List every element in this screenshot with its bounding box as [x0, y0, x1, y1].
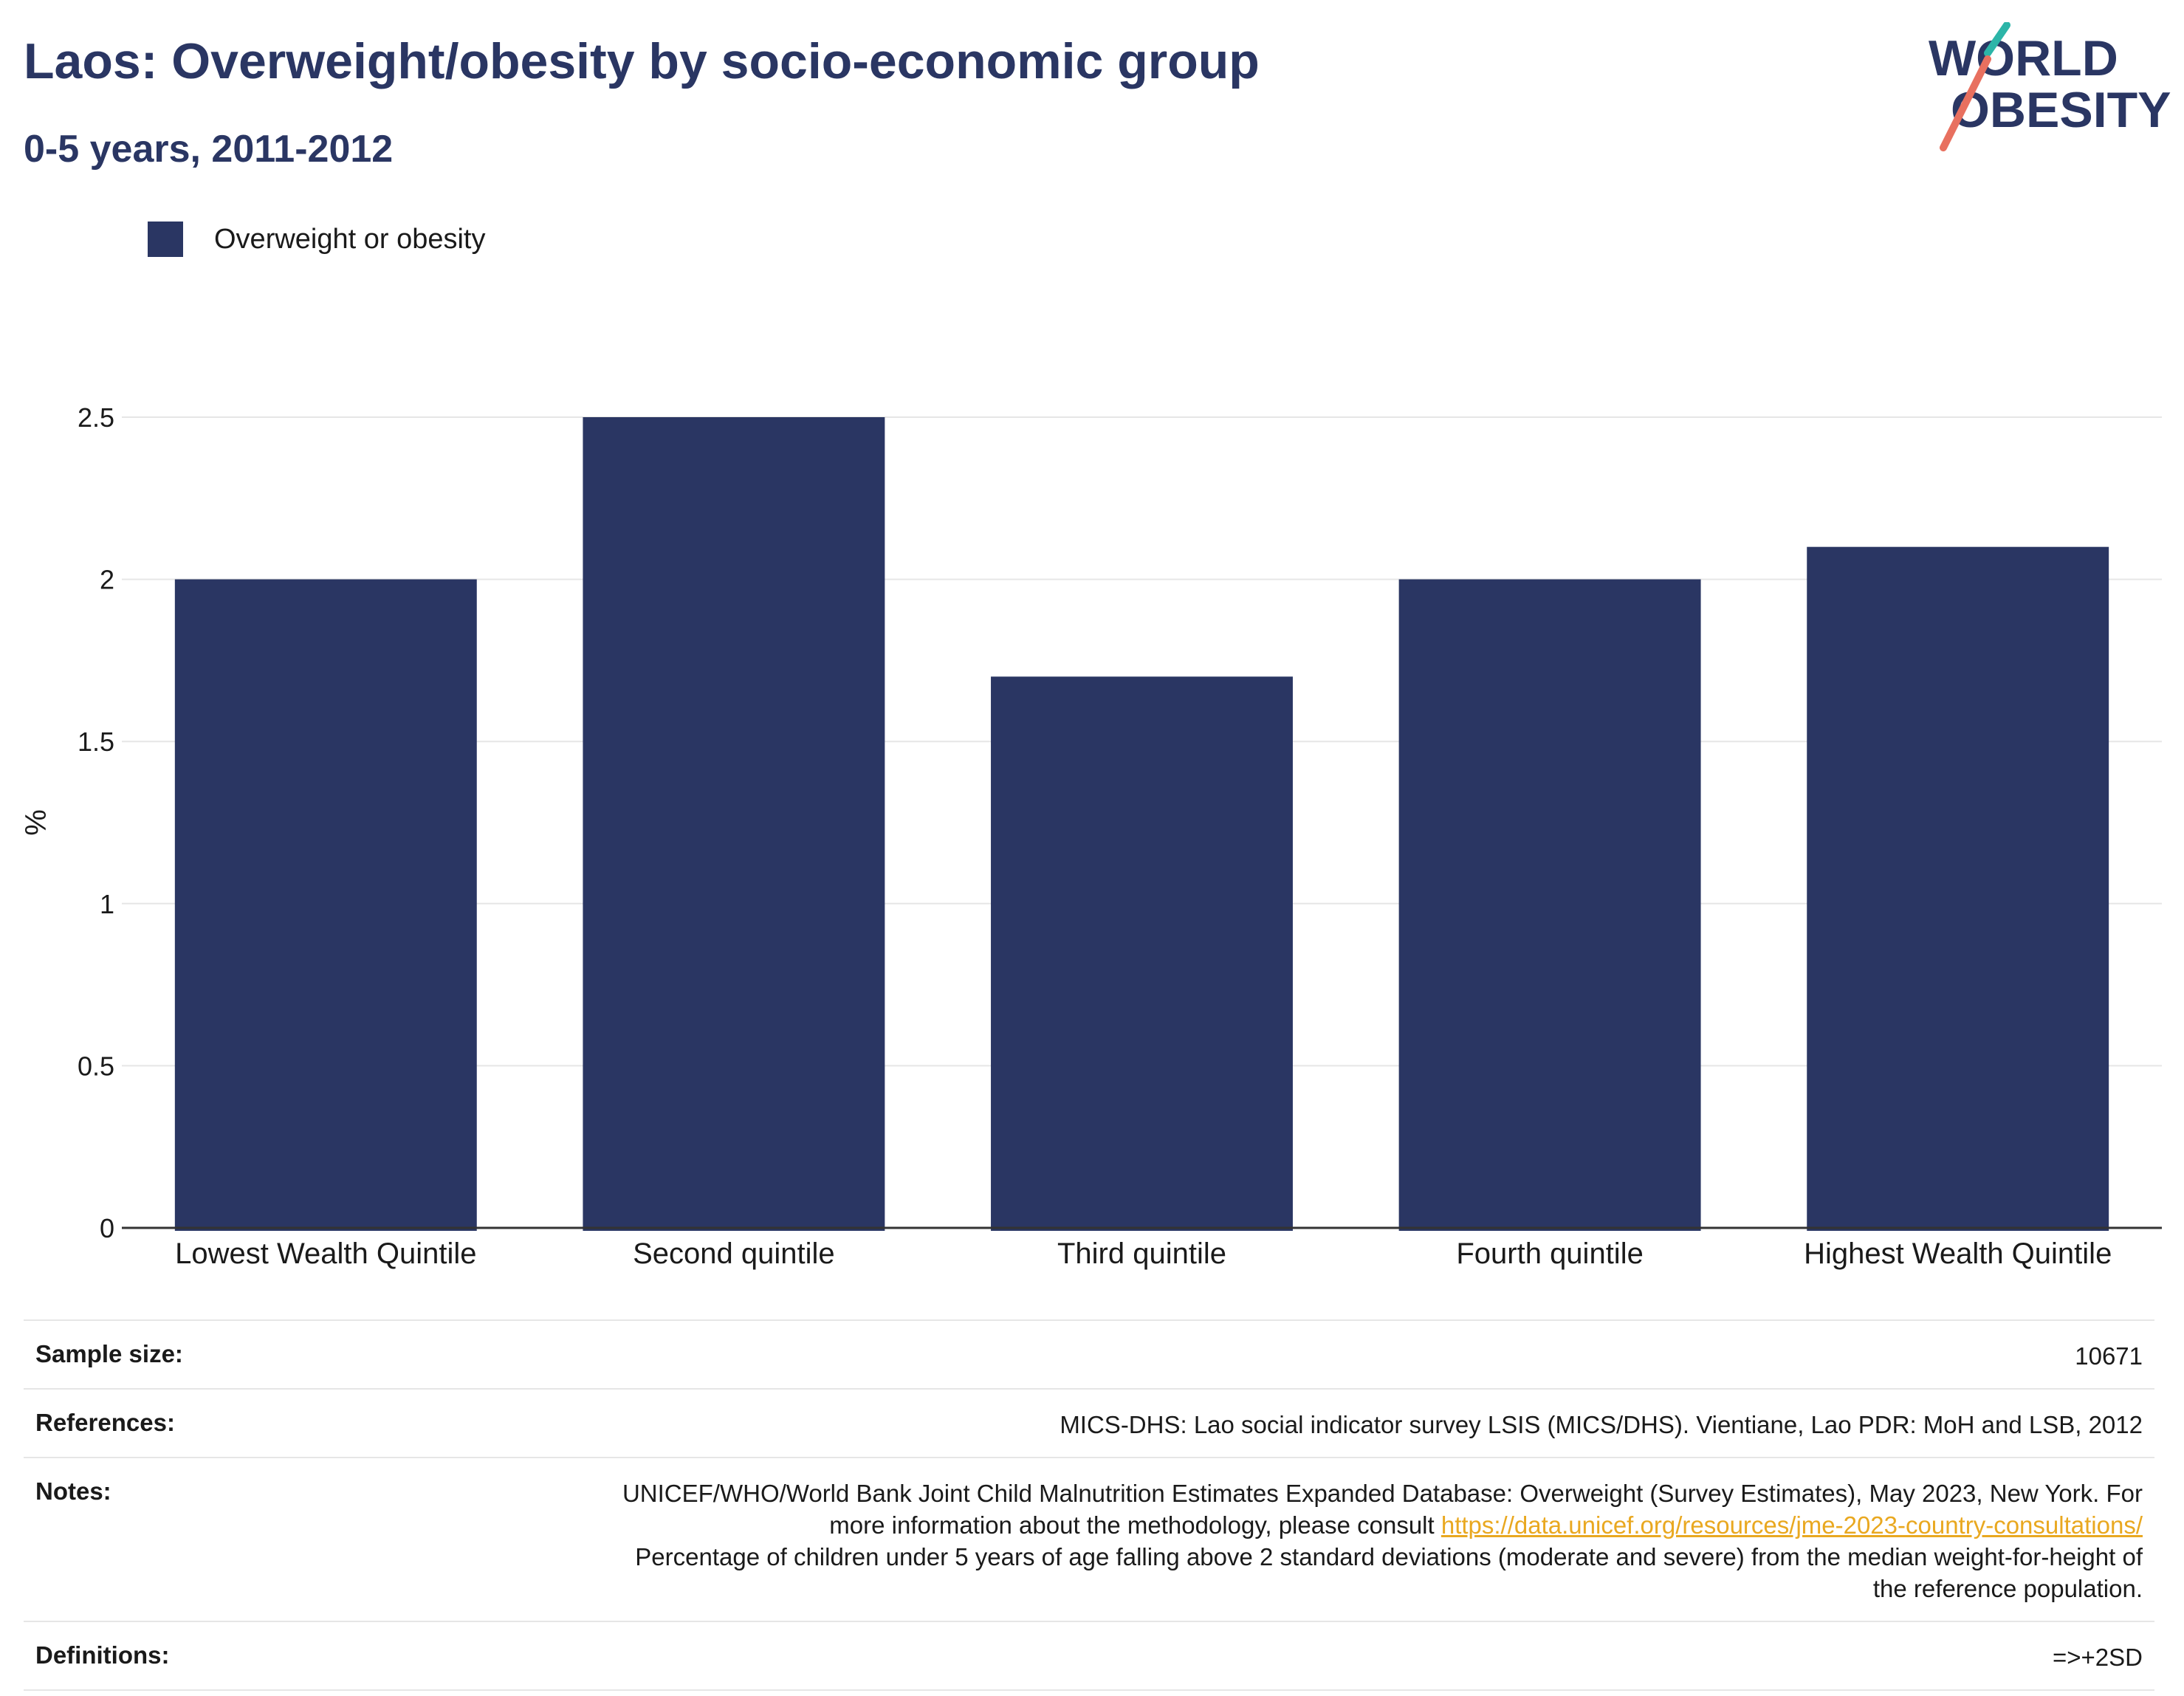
x-tick-label: Lowest Wealth Quintile	[175, 1237, 476, 1270]
logo-line2: OBESITY	[1951, 82, 2171, 138]
logo-line1: WORLD	[1929, 30, 2118, 86]
chart-title: Laos: Overweight/obesity by socio-econom…	[24, 33, 1260, 89]
y-tick-label: 2.5	[78, 402, 114, 433]
logo-slash-teal	[1984, 22, 2010, 57]
definitions-row: Definitions: =>+2SD	[24, 1621, 2154, 1691]
notes-text: UNICEF/WHO/World Bank Joint Child Malnut…	[622, 1480, 2143, 1539]
bar	[174, 579, 477, 1231]
bar	[991, 676, 1293, 1231]
metadata-table: Sample size: 10671 References: MICS-DHS:…	[24, 1319, 2154, 1691]
references-row: References: MICS-DHS: Lao social indicat…	[24, 1388, 2154, 1457]
x-tick-label: Highest Wealth Quintile	[1804, 1237, 2112, 1270]
notes-value: UNICEF/WHO/World Bank Joint Child Malnut…	[607, 1477, 2143, 1604]
y-tick-label: 0.5	[78, 1051, 114, 1081]
legend-swatch	[148, 222, 183, 257]
logo-slash-coral	[1940, 55, 1991, 151]
legend-label: Overweight or obesity	[214, 223, 486, 255]
notes-row: Notes: UNICEF/WHO/World Bank Joint Child…	[24, 1457, 2154, 1621]
y-tick-label: 2	[100, 565, 114, 595]
chart-subtitle: 0-5 years, 2011-2012	[24, 128, 394, 171]
sample-size-row: Sample size: 10671	[24, 1319, 2154, 1388]
y-tick-label: 1.5	[78, 727, 114, 757]
bar	[1807, 546, 2109, 1231]
sample-size-label: Sample size:	[35, 1340, 183, 1367]
sample-size-value: 10671	[2075, 1342, 2143, 1370]
x-tick-label: Fourth quintile	[1456, 1237, 1643, 1270]
x-tick-label: Third quintile	[1057, 1237, 1226, 1270]
y-tick-label: 1	[100, 889, 114, 919]
notes-text-definition: Percentage of children under 5 years of …	[635, 1543, 2143, 1602]
bar	[583, 417, 885, 1231]
definitions-value: =>+2SD	[2052, 1644, 2143, 1671]
definitions-label: Definitions:	[35, 1641, 170, 1669]
references-label: References:	[35, 1409, 175, 1436]
notes-label: Notes:	[35, 1477, 111, 1505]
legend[interactable]: Overweight or obesity	[148, 220, 486, 258]
notes-link[interactable]: https://data.unicef.org/resources/jme-20…	[1440, 1511, 2143, 1539]
y-axis-title: %	[20, 809, 52, 836]
x-tick-label: Second quintile	[633, 1237, 835, 1270]
references-value: MICS-DHS: Lao social indicator survey LS…	[1060, 1411, 2143, 1438]
y-tick-label: 0	[100, 1213, 114, 1243]
world-obesity-logo: WORLD OBESITY	[1929, 22, 2171, 151]
bar-chart: 0 0.5 1 1.5 2 2.5 Lowest Wealth Quintile Second…	[20, 402, 2162, 1270]
bar	[1398, 579, 1701, 1231]
